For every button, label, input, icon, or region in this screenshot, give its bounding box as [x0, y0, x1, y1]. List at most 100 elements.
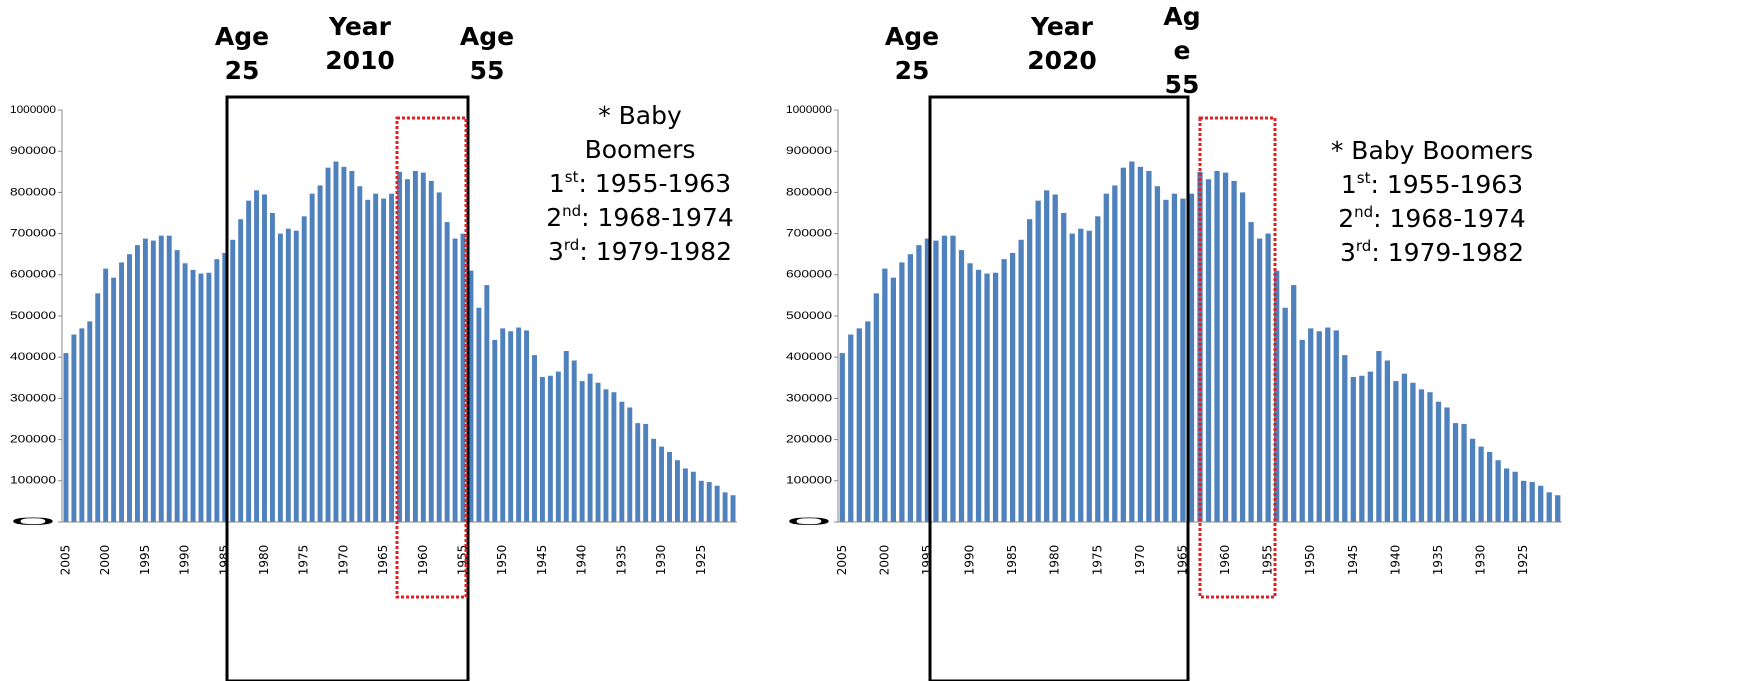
bar [285, 228, 291, 522]
bar [1129, 161, 1135, 522]
annotation: Age [885, 22, 939, 51]
bar [373, 193, 379, 523]
y-tick-label: 800000 [786, 186, 832, 198]
bar [1401, 373, 1408, 522]
x-tick-label: 1945 [1346, 545, 1360, 576]
bar [119, 262, 125, 522]
boomers-range: : 1979-1982 [579, 237, 732, 266]
bar [1078, 228, 1084, 522]
bar [349, 170, 355, 522]
annotation: 55 [470, 56, 505, 85]
bar [555, 371, 561, 522]
x-tick-label: 1995 [138, 545, 152, 576]
bar [174, 250, 180, 522]
x-tick-label: 2005 [58, 545, 72, 576]
ordinal-suffix: st [1357, 169, 1371, 187]
annotation: 25 [225, 56, 260, 85]
bar [1512, 471, 1518, 522]
bar [1214, 170, 1220, 522]
bar [381, 198, 387, 522]
bar [150, 240, 156, 522]
bar [333, 161, 339, 522]
bar [1308, 328, 1314, 522]
x-tick-label: 1955 [456, 545, 470, 576]
bar [1495, 460, 1501, 522]
bar [1095, 216, 1101, 522]
bar [508, 331, 514, 522]
y-tick-label: 700000 [10, 228, 56, 240]
x-tick-label: 1930 [1474, 545, 1488, 576]
bar [1555, 495, 1561, 522]
bar [1171, 193, 1178, 523]
x-tick-label: 1975 [1090, 545, 1104, 576]
bar [1197, 171, 1203, 523]
bar [1444, 407, 1450, 522]
x-tick-label: 1935 [614, 545, 628, 576]
boomers-range: : 1955-1963 [578, 169, 731, 198]
bar [1478, 446, 1484, 522]
y-tick-label: 800000 [10, 186, 56, 198]
boomers-item: 3rd: 1979-1982 [1340, 237, 1524, 268]
bar [190, 269, 196, 522]
x-tick-label: 1940 [575, 545, 589, 576]
x-tick-label: 1955 [1261, 545, 1275, 576]
bar [1188, 193, 1195, 523]
x-tick-label: 1980 [1048, 545, 1062, 576]
annotation: Age [215, 22, 269, 51]
bar [1274, 270, 1280, 522]
bar [1282, 307, 1288, 522]
y-tick-label: 0 [786, 516, 832, 528]
ordinal: 3 [1340, 238, 1356, 267]
bar [882, 268, 888, 522]
boomers-item: 2nd: 1968-1974 [1338, 203, 1526, 234]
bar [269, 213, 275, 522]
bar [924, 238, 931, 522]
bar [166, 235, 172, 522]
x-tick-label: 1970 [336, 545, 350, 576]
x-tick-label: 1985 [217, 545, 231, 576]
x-tick-label: 1975 [297, 545, 311, 576]
bar [899, 262, 905, 522]
bar [603, 389, 609, 522]
bar [182, 263, 188, 522]
bar [848, 334, 854, 522]
ordinal: 1 [549, 169, 565, 198]
x-tick-label: 1940 [1388, 545, 1402, 576]
ordinal-suffix: rd [564, 236, 579, 254]
bar [1410, 382, 1416, 522]
bar [301, 216, 307, 522]
bar [158, 235, 164, 522]
bar [873, 293, 879, 522]
y-tick-label: 400000 [10, 351, 56, 363]
bar [444, 222, 450, 522]
y-tick-label: 1000000 [786, 104, 832, 116]
bar [1069, 233, 1075, 522]
ordinal-suffix: nd [562, 202, 581, 220]
x-tick-label: 1950 [495, 545, 509, 576]
bar [1052, 194, 1058, 522]
y-tick-label: 600000 [786, 269, 832, 281]
bar [230, 239, 236, 522]
bar [690, 471, 696, 522]
bar [950, 235, 956, 522]
bar [500, 328, 506, 522]
x-tick-label: 1950 [1303, 545, 1317, 576]
bar [635, 423, 641, 522]
bar [958, 250, 965, 522]
bar [1350, 376, 1356, 522]
boomers-item: 3rd: 1979-1982 [548, 236, 732, 267]
annotation: e [1174, 36, 1191, 65]
bar [1137, 166, 1144, 522]
bar [651, 438, 657, 522]
bar [1469, 438, 1476, 522]
y-tick-label: 600000 [10, 269, 56, 281]
ordinal: 2 [1338, 204, 1354, 233]
y-tick-label: 900000 [10, 145, 56, 157]
bar [1018, 239, 1024, 522]
bar [975, 269, 982, 522]
boomers-range: : 1955-1963 [1370, 170, 1523, 199]
boomers-title: * Baby [598, 101, 682, 130]
x-tick-label: 1965 [376, 545, 390, 576]
boomers-range: : 1968-1974 [1373, 204, 1526, 233]
bar [1486, 451, 1493, 522]
